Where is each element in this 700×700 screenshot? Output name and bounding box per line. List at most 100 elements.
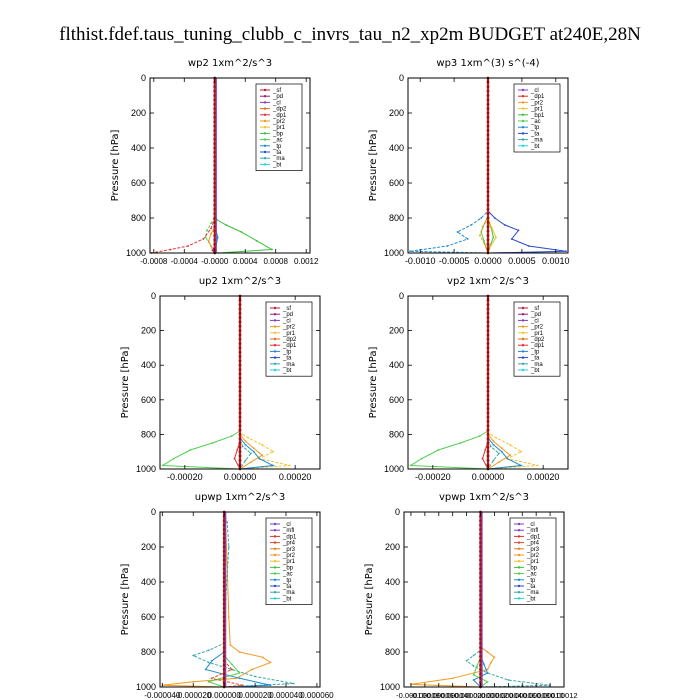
legend-label: _bp bbox=[272, 131, 284, 137]
legend-marker-tp bbox=[521, 350, 525, 353]
panel-title: vp2 1xm^2/s^3 bbox=[447, 276, 529, 287]
x-tick-label: 0.00004 bbox=[495, 691, 522, 700]
zero-profile-point bbox=[486, 445, 490, 449]
y-axis-label: Pressure [hPa] bbox=[368, 347, 379, 419]
series-point-pr4 bbox=[241, 684, 244, 687]
zero-profile-point bbox=[479, 528, 482, 531]
legend-label: _mfl bbox=[526, 528, 538, 534]
legend-marker-pd bbox=[263, 95, 267, 98]
series-point-ac bbox=[420, 457, 423, 460]
y-tick-label: 400 bbox=[131, 143, 146, 153]
zero-profile-point bbox=[222, 571, 226, 575]
legend-label: _bp bbox=[282, 565, 294, 571]
zero-profile-point bbox=[486, 199, 490, 202]
x-tick-label: -0.00006 bbox=[424, 691, 454, 700]
series-point-ac bbox=[409, 464, 412, 467]
legend-marker-tp bbox=[263, 144, 267, 147]
zero-profile-point bbox=[486, 303, 490, 307]
legend-label: _pr2 bbox=[272, 119, 286, 125]
legend-label: _dp1 bbox=[282, 534, 297, 540]
legend-marker-ta bbox=[273, 356, 277, 359]
panel-title: wp2 1xm^2/s^3 bbox=[188, 58, 272, 69]
zero-profile-point bbox=[213, 225, 217, 229]
zero-profile-point bbox=[222, 606, 226, 610]
zero-profile-point bbox=[479, 681, 482, 685]
zero-profile-point bbox=[486, 458, 490, 462]
zero-profile-point bbox=[222, 593, 226, 597]
zero-profile-point bbox=[222, 637, 226, 641]
series-point-tp bbox=[409, 250, 411, 253]
series-point-ma bbox=[226, 521, 229, 524]
zero-profile-point bbox=[479, 523, 482, 527]
series-point-ma bbox=[241, 445, 244, 448]
series-point-ac bbox=[161, 464, 164, 467]
zero-profile-point bbox=[479, 598, 482, 601]
series-point-tp bbox=[456, 231, 459, 233]
series-point-bp bbox=[240, 231, 243, 233]
zero-profile-point bbox=[222, 619, 226, 623]
zero-profile-point bbox=[486, 181, 490, 185]
zero-profile-point bbox=[486, 454, 490, 458]
series-point-ma bbox=[250, 452, 252, 455]
series-point-tp bbox=[210, 659, 213, 662]
zero-profile-point bbox=[213, 124, 217, 128]
zero-profile-point bbox=[238, 463, 242, 467]
panel-up2: up2 1xm^2/s^3 Pressure [hPa] 0 200 400 600 800… bbox=[120, 276, 321, 482]
series-point-pr2 bbox=[481, 225, 484, 228]
series-line-dp1 bbox=[151, 78, 216, 254]
legend-marker-cl bbox=[273, 319, 277, 322]
series-point-pr1 bbox=[261, 443, 263, 446]
zero-profile-point bbox=[479, 641, 482, 645]
series-point-bp bbox=[271, 248, 273, 251]
zero-profile-point bbox=[486, 220, 490, 224]
series-point-ac bbox=[483, 239, 485, 242]
legend-marker-ma bbox=[273, 591, 277, 594]
legend-label: _pr3 bbox=[526, 547, 540, 553]
series-point-tp bbox=[472, 679, 475, 681]
zero-profile-point bbox=[486, 298, 490, 302]
zero-profile-point bbox=[238, 303, 242, 307]
zero-profile-point bbox=[479, 541, 482, 545]
series-point-ma bbox=[507, 679, 510, 681]
zero-profile-point bbox=[486, 177, 490, 181]
zero-profile-point bbox=[213, 80, 217, 84]
zero-profile-point bbox=[486, 229, 490, 233]
zero-profile-point bbox=[479, 633, 482, 636]
legend-marker-pr2 bbox=[517, 553, 521, 557]
zero-profile-point bbox=[479, 602, 482, 606]
series-point-pr2 bbox=[250, 461, 252, 463]
legend-label: _pr2 bbox=[282, 325, 296, 331]
series-point-pr2 bbox=[238, 651, 241, 653]
zero-profile-point bbox=[238, 350, 242, 354]
zero-profile-point bbox=[486, 363, 490, 367]
legend-marker-cl bbox=[521, 88, 525, 92]
series-point-pr2 bbox=[509, 454, 511, 457]
plot-frame bbox=[159, 511, 321, 688]
zero-profile-point bbox=[213, 102, 217, 106]
series-point-tp bbox=[466, 238, 469, 240]
legend-marker-ta bbox=[263, 150, 267, 154]
zero-profile-point bbox=[479, 663, 482, 667]
legend-marker-pr4 bbox=[273, 541, 277, 544]
series-point-tp bbox=[216, 236, 219, 239]
series-point-ma bbox=[244, 459, 247, 462]
x-tick-label: 0.00006 bbox=[509, 691, 536, 700]
y-tick-label: 400 bbox=[389, 360, 404, 370]
legend-marker-bp bbox=[517, 566, 521, 569]
legend-marker-cl bbox=[263, 101, 267, 104]
series-point-pr2 bbox=[490, 661, 492, 664]
series-point-ac bbox=[472, 673, 475, 676]
series-point-dp1 bbox=[202, 238, 205, 240]
y-tick-label: 800 bbox=[385, 647, 400, 657]
series-point-dp1 bbox=[236, 449, 239, 451]
zero-profile-point bbox=[486, 155, 490, 159]
zero-profile-point bbox=[486, 342, 490, 345]
y-tick-label: 600 bbox=[141, 395, 156, 405]
legend-label: _bp1 bbox=[530, 113, 545, 119]
series-point-pr1 bbox=[495, 437, 498, 439]
zero-profile-point bbox=[222, 549, 226, 553]
legend-label: _dp1 bbox=[526, 534, 541, 540]
series-point-pr1 bbox=[247, 437, 250, 439]
legend-label: _pr2 bbox=[526, 553, 540, 559]
y-tick-label: 200 bbox=[141, 326, 156, 336]
